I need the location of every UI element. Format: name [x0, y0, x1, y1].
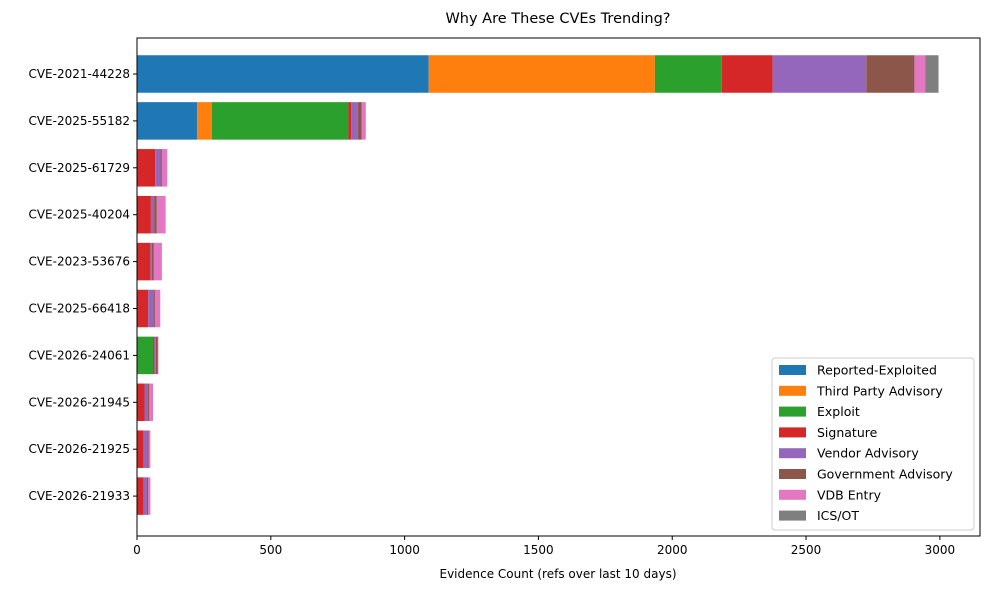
- bar-cve-2025-55182-exploit: [211, 102, 349, 140]
- legend-label-signature: Signature: [817, 425, 878, 440]
- legend: Reported-Exploited Third Party Advisory Ex…: [771, 357, 975, 531]
- bar-cve-2021-44228-signature: [721, 55, 773, 93]
- bar-cve-2025-66418-signature: [137, 289, 149, 328]
- bar-cve-2025-55182-vdb-entry: [361, 102, 366, 140]
- bar-cve-2026-21925-signature: [137, 430, 144, 468]
- y-tick-label: CVE-2026-21933: [28, 489, 130, 503]
- y-tick-label: CVE-2025-61729: [28, 161, 130, 175]
- x-tick-label: 2000: [657, 543, 688, 557]
- chart-title: Why Are These CVEs Trending?: [445, 11, 670, 27]
- y-tick-label: CVE-2021-44228: [28, 67, 130, 81]
- bar-cve-2023-53676-vdb-entry: [153, 242, 162, 281]
- legend-label-third-party-advisory: Third Party Advisory: [816, 383, 943, 398]
- legend-swatch-third-party-advisory: [779, 385, 806, 396]
- bar-cve-2023-53676-vendor-advisory: [150, 242, 152, 281]
- bar-cve-2025-40204-government-advisory: [154, 195, 157, 234]
- legend-frame: [771, 357, 975, 531]
- bar-cve-2025-55182-reported-exploited: [137, 102, 198, 140]
- x-tick-label: 1000: [389, 543, 420, 557]
- bar-cve-2026-24061-signature: [153, 336, 155, 375]
- bar-cve-2021-44228-reported-exploited: [137, 55, 429, 93]
- y-tick-label: CVE-2026-24061: [28, 348, 130, 362]
- bar-cve-2026-21925-vendor-advisory: [143, 430, 148, 468]
- bar-cve-2021-44228-vendor-advisory: [772, 55, 867, 93]
- plot-frame: [136, 37, 981, 537]
- bar-cve-2025-55182-vendor-advisory: [351, 102, 358, 140]
- bar-cve-2026-21945-signature: [137, 383, 145, 422]
- bar-cve-2021-44228-ics-ot: [925, 55, 939, 93]
- bar-cve-2025-61729-signature: [137, 149, 156, 187]
- bar-cve-2026-24061-vendor-advisory: [154, 336, 156, 375]
- bars-group: [137, 55, 939, 515]
- bar-cve-2025-40204-vdb-entry: [156, 195, 166, 234]
- bar-cve-2026-24061-government-advisory: [155, 336, 158, 375]
- legend-label-exploit: Exploit: [817, 404, 860, 419]
- bar-cve-2021-44228-government-advisory: [866, 55, 915, 93]
- bar-cve-2021-44228-vdb-entry: [914, 55, 926, 93]
- x-tick-label: 1500: [523, 543, 554, 557]
- bar-cve-2021-44228-third-party-advisory: [428, 55, 655, 93]
- y-tick-label: CVE-2025-66418: [28, 302, 130, 316]
- bar-cve-2026-21933-government-advisory: [146, 477, 149, 515]
- x-tick-label: 2500: [791, 543, 822, 557]
- legend-label-ics-ot: ICS/OT: [817, 508, 859, 523]
- bar-cve-2026-21933-signature: [137, 477, 144, 515]
- y-tick-label: CVE-2025-40204: [28, 208, 130, 222]
- legend-swatch-signature: [779, 427, 806, 438]
- bar-cve-2025-61729-government-advisory: [160, 149, 162, 187]
- bar-cve-2021-44228-exploit: [654, 55, 722, 93]
- y-tick-label: CVE-2023-53676: [28, 255, 130, 269]
- bar-cve-2026-21933-vendor-advisory: [143, 477, 147, 515]
- bar-cve-2026-21933-vdb-entry: [148, 477, 151, 515]
- bar-cve-2026-21945-government-advisory: [147, 383, 150, 422]
- legend-swatch-government-advisory: [779, 469, 806, 479]
- x-axis: 0 500 1000 1500 2000 2500 3000: [133, 536, 955, 557]
- bar-cve-2025-55182-third-party-advisory: [197, 102, 212, 140]
- bar-cve-2025-61729-vdb-entry: [161, 149, 168, 187]
- bar-cve-2025-61729-vendor-advisory: [155, 149, 161, 187]
- y-tick-label: CVE-2026-21945: [28, 395, 130, 409]
- bar-cve-2026-21925-vdb-entry: [148, 430, 151, 468]
- x-axis-label: Evidence Count (refs over last 10 days): [439, 567, 676, 581]
- bar-cve-2023-53676-government-advisory: [151, 242, 154, 281]
- bar-cve-2025-66418-vendor-advisory: [148, 289, 154, 328]
- y-axis: CVE-2021-44228 CVE-2025-55182 CVE-2025-617…: [28, 67, 137, 503]
- bar-cve-2026-24061-vdb-entry: [157, 336, 159, 375]
- bar-cve-2025-40204-signature: [137, 195, 151, 234]
- y-tick-label: CVE-2025-55182: [28, 114, 130, 128]
- legend-label-vendor-advisory: Vendor Advisory: [817, 446, 919, 461]
- bar-cve-2025-55182-government-advisory: [357, 102, 362, 140]
- legend-swatch-vendor-advisory: [779, 448, 806, 459]
- x-tick-label: 3000: [925, 543, 956, 557]
- bar-cve-2025-55182-signature: [348, 102, 352, 140]
- bar-cve-2026-21945-vendor-advisory: [144, 383, 148, 422]
- bar-cve-2025-66418-vdb-entry: [154, 289, 161, 328]
- x-tick-label: 500: [259, 543, 282, 557]
- legend-label-government-advisory: Government Advisory: [817, 467, 953, 482]
- legend-label-vdb-entry: VDB Entry: [817, 487, 882, 502]
- bar-cve-2026-21925-government-advisory: [147, 430, 149, 468]
- x-tick-label: 0: [133, 543, 141, 557]
- y-tick-label: CVE-2026-21925: [28, 442, 130, 456]
- legend-swatch-exploit: [779, 406, 806, 417]
- legend-swatch-ics-ot: [779, 510, 806, 521]
- legend-swatch-reported-exploited: [779, 365, 806, 375]
- bar-cve-2025-66418-government-advisory: [153, 289, 155, 328]
- legend-label-reported-exploited: Reported-Exploited: [817, 363, 937, 378]
- legend-swatch-vdb-entry: [779, 489, 806, 500]
- bar-cve-2023-53676-signature: [137, 242, 151, 281]
- bar-cve-2026-21945-vdb-entry: [149, 383, 154, 422]
- bar-cve-2025-40204-vendor-advisory: [150, 195, 155, 234]
- bar-cve-2026-24061-exploit: [137, 336, 154, 375]
